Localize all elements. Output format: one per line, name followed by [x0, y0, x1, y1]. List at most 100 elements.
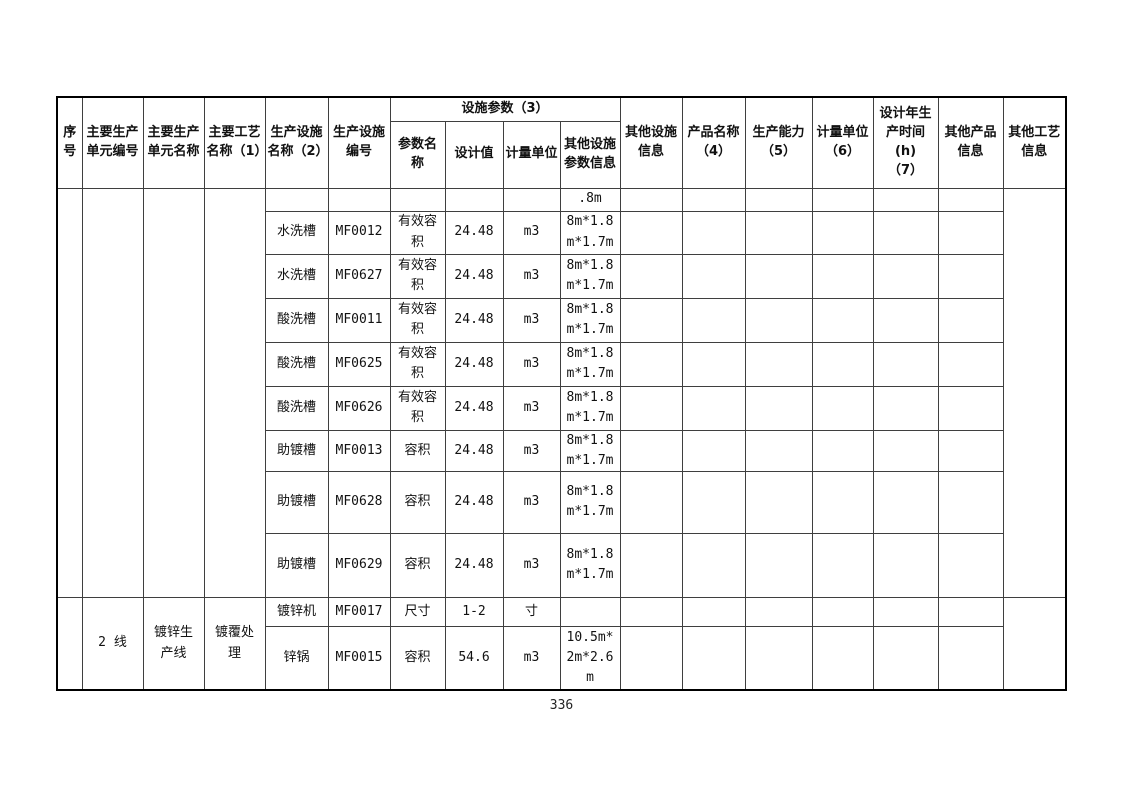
empty-cell: [937, 429, 1004, 472]
empty-cell: [681, 625, 746, 691]
row-mf0015: 锌锅 MF0015 容积 54.6 m3 10.5m* 2m*2.6 m: [57, 625, 1066, 691]
empty-cell: [681, 187, 746, 212]
cell-facility-name: [264, 187, 329, 212]
row-mf0017: 2 线 镀锌生 产线 镀覆处 理 镀锌机 MF0017 尺寸 1-2 寸: [56, 596, 1067, 691]
cell-seq-group2: [56, 596, 83, 691]
row-mf0628: 助镀槽 MF0628 容积 24.48 m3 8m*1.8 m*1.7m: [57, 470, 1066, 534]
cell-facility-no: MF0625: [327, 341, 391, 387]
cell-facility-no: MF0626: [327, 385, 391, 431]
cell-facility-no: MF0627: [327, 253, 391, 299]
empty-cell: [872, 210, 939, 255]
empty-cell: [937, 187, 1004, 212]
header-param-name: 参数名称: [389, 120, 446, 189]
cell-other-process-info-group1: [1002, 187, 1067, 598]
empty-cell: [872, 253, 939, 299]
cell-design-value: 24.48: [444, 385, 504, 431]
cell-param-name: 有效容 积: [389, 253, 446, 299]
page-number: 336: [549, 698, 574, 713]
cell-facility-no: MF0015: [327, 625, 391, 691]
row-mf0626: 酸洗槽 MF0626 有效容 积 24.48 m3 8m*1.8 m*1.7m: [57, 385, 1066, 431]
empty-cell: [811, 429, 874, 472]
empty-cell: [937, 253, 1004, 299]
cell-facility-name: 助镀槽: [264, 429, 329, 472]
header-params-group: 设施参数（3）: [389, 96, 621, 122]
empty-cell: [811, 341, 874, 387]
cell-unit: m3: [502, 532, 561, 598]
cell-facility-no: [327, 187, 391, 212]
empty-cell: [744, 297, 813, 343]
cell-design-value: 24.48: [444, 253, 504, 299]
empty-cell: [811, 187, 874, 212]
cell-facility-name: 水洗槽: [264, 253, 329, 299]
cell-other-param-info: 8m*1.8 m*1.7m: [559, 470, 621, 534]
cell-seq-group1: [56, 187, 83, 598]
cell-unit: m3: [502, 625, 561, 691]
cell-param-name: 有效容 积: [389, 297, 446, 343]
header-facility-name: 生产设施 名称（2）: [264, 96, 329, 189]
cell-param-name: 尺寸: [389, 596, 446, 627]
facility-parameters-table: 序 号 主要生产 单元编号 主要生产 单元名称 主要工艺 名称（1） 生产设施 …: [56, 96, 1068, 692]
empty-cell: [937, 596, 1004, 627]
empty-cell: [744, 253, 813, 299]
cell-design-value: 24.48: [444, 429, 504, 472]
cell-unit: m3: [502, 385, 561, 431]
header-seq: 序 号: [56, 96, 83, 189]
empty-cell: [744, 470, 813, 534]
empty-cell: [872, 385, 939, 431]
cell-other-param-info: 8m*1.8 m*1.7m: [559, 253, 621, 299]
cell-facility-name: 锌锅: [264, 625, 329, 691]
empty-cell: [681, 341, 746, 387]
empty-cell: [619, 341, 683, 387]
cell-unit-no-group2: 2 线: [81, 596, 144, 691]
cell-param-name: 容积: [389, 532, 446, 598]
empty-cell: [681, 210, 746, 255]
empty-cell: [872, 297, 939, 343]
empty-cell: [619, 532, 683, 598]
cell-process-name-group2: 镀覆处 理: [203, 596, 266, 691]
empty-cell: [619, 253, 683, 299]
empty-cell: [872, 470, 939, 534]
cell-unit: m3: [502, 253, 561, 299]
cell-facility-no: MF0011: [327, 297, 391, 343]
cell-process-name-group1: [203, 187, 266, 598]
cell-facility-name: 酸洗槽: [264, 297, 329, 343]
cell-other-param-info: 8m*1.8 m*1.7m: [559, 210, 621, 255]
cell-param-name: 有效容 积: [389, 341, 446, 387]
cell-param-name: 有效容 积: [389, 385, 446, 431]
cell-facility-no: MF0017: [327, 596, 391, 627]
cell-facility-no: MF0013: [327, 429, 391, 472]
cell-facility-name: 助镀槽: [264, 470, 329, 534]
empty-cell: [681, 470, 746, 534]
cell-other-process-info-group2: [1002, 596, 1067, 691]
cell-design-value: 24.48: [444, 532, 504, 598]
empty-cell: [937, 532, 1004, 598]
empty-cell: [811, 385, 874, 431]
header-annual-hours: 设计年生 产时间(h) （7）: [872, 96, 939, 189]
cell-other-param-info: 8m*1.8 m*1.7m: [559, 297, 621, 343]
row-mf0012: 水洗槽 MF0012 有效容 积 24.48 m3 8m*1.8 m*1.7m: [57, 210, 1066, 255]
empty-cell: [872, 341, 939, 387]
empty-cell: [744, 532, 813, 598]
empty-cell: [811, 253, 874, 299]
empty-cell: [872, 596, 939, 627]
empty-cell: [744, 341, 813, 387]
empty-cell: [811, 532, 874, 598]
empty-cell: [619, 470, 683, 534]
cell-unit-name-group1: [142, 187, 205, 598]
cell-facility-name: 镀锌机: [264, 596, 329, 627]
cell-other-param-info: 8m*1.8 m*1.7m: [559, 385, 621, 431]
cell-facility-no: MF0628: [327, 470, 391, 534]
row-partial-continuation: .8m: [56, 187, 1067, 598]
cell-design-value: 24.48: [444, 210, 504, 255]
empty-cell: [744, 625, 813, 691]
cell-design-value: 24.48: [444, 470, 504, 534]
empty-cell: [937, 341, 1004, 387]
cell-other-param-info: 8m*1.8 m*1.7m: [559, 341, 621, 387]
empty-cell: [619, 210, 683, 255]
header-unit-no: 主要生产 单元编号: [81, 96, 144, 189]
cell-param-name: 容积: [389, 625, 446, 691]
cell-unit: m3: [502, 341, 561, 387]
empty-cell: [811, 470, 874, 534]
cell-param-name: 容积: [389, 429, 446, 472]
header-product-name: 产品名称 （4）: [681, 96, 746, 189]
